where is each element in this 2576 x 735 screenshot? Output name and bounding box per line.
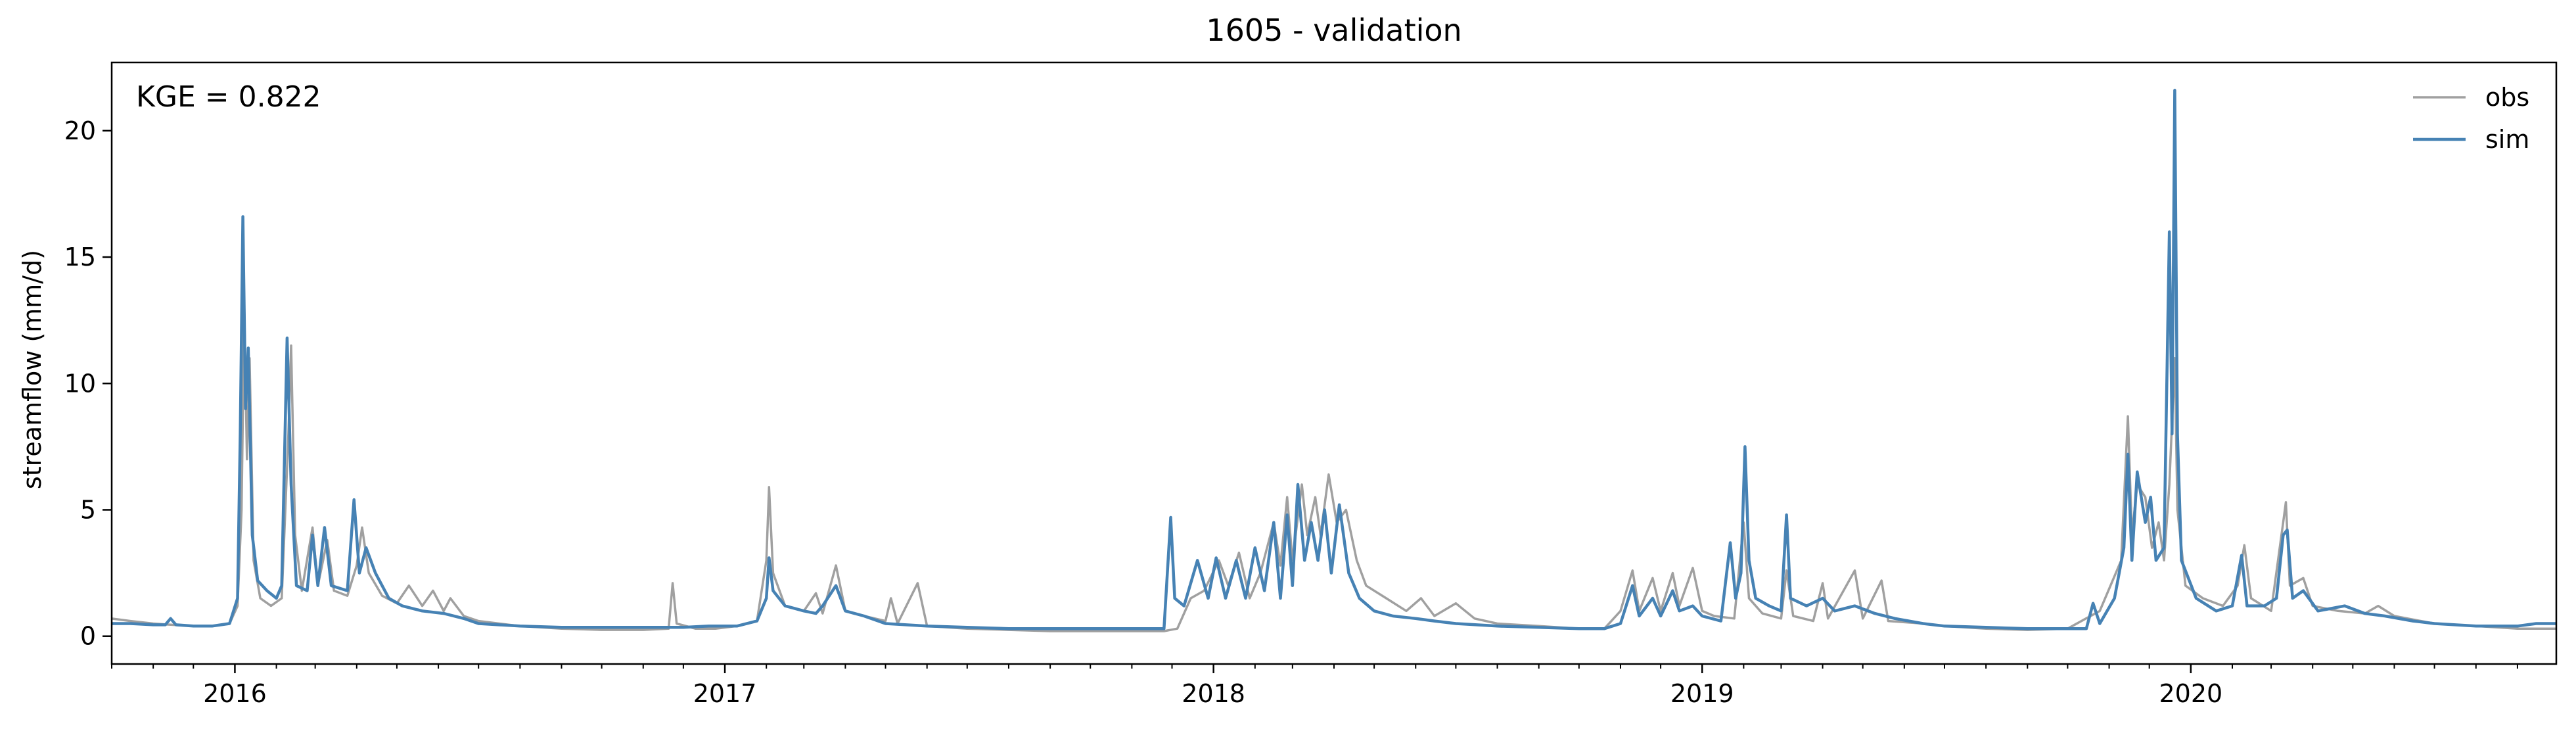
y-axis-title: streamflow (mm/d) bbox=[18, 250, 47, 489]
x-tick-label: 2019 bbox=[1670, 679, 1734, 708]
x-tick-label: 2020 bbox=[2159, 679, 2222, 708]
y-tick-label: 20 bbox=[64, 116, 96, 145]
x-tick-label: 2018 bbox=[1182, 679, 1245, 708]
y-tick-label: 5 bbox=[80, 495, 96, 524]
y-tick-label: 15 bbox=[64, 243, 96, 272]
y-tick-label: 10 bbox=[64, 369, 96, 398]
legend-label-sim: sim bbox=[2485, 125, 2529, 154]
y-axis-ticks: 0 5 10 15 20 bbox=[64, 116, 112, 651]
kge-annotation: KGE = 0.822 bbox=[136, 80, 321, 114]
legend: obs sim bbox=[2413, 83, 2529, 154]
legend-label-obs: obs bbox=[2485, 83, 2529, 112]
y-tick-label: 0 bbox=[80, 622, 96, 651]
x-axis-ticks: 2016 2017 2018 2019 2020 bbox=[111, 664, 2518, 708]
plot-area-frame bbox=[110, 61, 2558, 665]
x-tick-label: 2017 bbox=[693, 679, 757, 708]
x-tick-label: 2016 bbox=[203, 679, 267, 708]
chart-title: 1605 - validation bbox=[1206, 12, 1461, 48]
series-layer bbox=[112, 89, 2556, 632]
series-line-sim bbox=[112, 89, 2556, 630]
